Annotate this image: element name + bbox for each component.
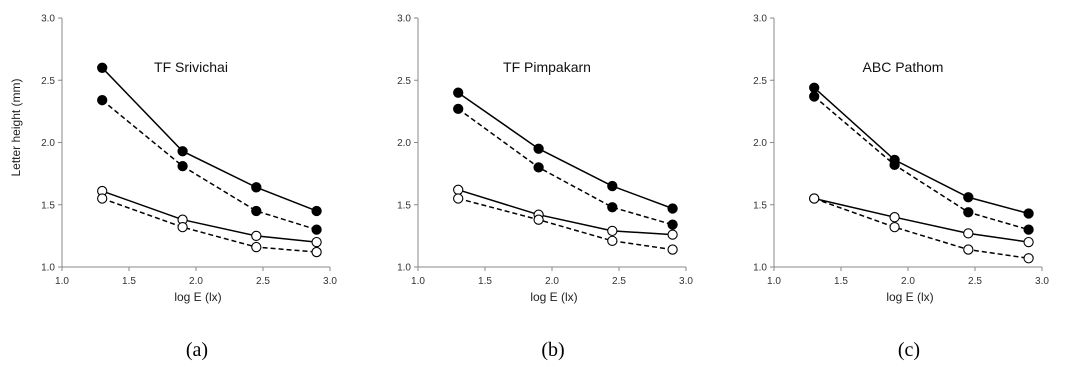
y-tick-label: 2.5 [397, 76, 411, 87]
x-tick-label: 2.0 [189, 276, 203, 287]
data-point-series-3 [667, 229, 678, 240]
data-point-series-4 [453, 193, 464, 204]
y-tick-label: 1.0 [397, 263, 411, 274]
chart-panel-b: 1.0 1.5 2.0 2.5 3.0 1.0 1.5 2.0 2.5 3.0 log E (lx)… [397, 14, 693, 362]
data-point-series-3 [607, 225, 618, 237]
data-point-series-4 [889, 222, 900, 233]
panel-title: ABC Pathom [863, 59, 944, 75]
x-tick-label: 2.0 [901, 276, 915, 287]
y-tick-label: 1.5 [41, 200, 55, 211]
y-tick-label: 3.0 [41, 14, 55, 25]
data-point-series-2 [607, 202, 618, 213]
data-point-series-4 [311, 246, 322, 258]
data-point-series-3 [251, 230, 262, 242]
x-tick-label: 2.5 [256, 276, 270, 287]
data-point-series-1 [533, 143, 544, 154]
data-point-series-4 [809, 193, 820, 204]
x-tick-label: 1.0 [411, 276, 425, 287]
data-point-series-1 [177, 146, 188, 157]
data-point-series-2 [809, 91, 820, 102]
x-tick-label: 2.0 [545, 276, 559, 287]
series-line-2 [101, 99, 317, 231]
x-tick-label: 1.5 [478, 276, 492, 287]
x-axis-label: log E (lx) [174, 290, 221, 304]
x-tick-label: 3.0 [323, 276, 337, 287]
data-point-series-2 [453, 103, 464, 115]
data-point-series-2 [533, 162, 544, 173]
series-line-1 [457, 92, 673, 210]
x-axis-label: log E (lx) [886, 290, 933, 304]
data-point-series-4 [251, 241, 262, 253]
chart-panel-c: 1.0 1.5 2.0 2.5 3.0 1.0 1.5 2.0 2.5 3.0 log E (lx)… [753, 14, 1049, 362]
y-tick-label: 1.0 [753, 263, 767, 274]
data-point-series-1 [311, 205, 322, 217]
data-point-series-3 [1023, 236, 1034, 248]
data-point-series-2 [177, 161, 188, 172]
y-tick-label: 3.0 [753, 14, 767, 25]
series-line-2 [457, 108, 673, 226]
panel-title: TF Pimpakarn [503, 59, 591, 75]
series-line-4 [458, 197, 673, 251]
series-line-1 [813, 87, 1029, 215]
data-point-series-4 [177, 222, 188, 233]
x-tick-label: 3.0 [679, 276, 693, 287]
data-point-series-1 [667, 203, 678, 214]
series-line-3 [101, 190, 317, 243]
x-tick-label: 1.0 [55, 276, 69, 287]
data-point-series-4 [1023, 253, 1034, 264]
x-tick-label: 2.5 [612, 276, 626, 287]
x-tick-label: 2.5 [968, 276, 982, 287]
data-point-series-2 [889, 159, 900, 171]
data-point-series-1 [963, 192, 974, 203]
data-point-series-4 [963, 244, 974, 255]
series-line-2 [813, 95, 1029, 231]
data-point-series-3 [889, 212, 900, 223]
chart-panel-a: 1.0 1.5 2.0 2.5 3.0 1.0 1.5 2.0 2.5 3.0 log E (lx)… [9, 14, 337, 362]
data-point-series-2 [97, 95, 108, 106]
x-tick-label: 1.5 [834, 276, 848, 287]
series-line-1 [101, 67, 317, 212]
data-point-series-2 [251, 205, 262, 217]
x-tick-label: 3.0 [1035, 276, 1049, 287]
x-tick-label: 1.0 [767, 276, 781, 287]
data-point-series-2 [963, 207, 974, 218]
y-tick-label: 1.5 [397, 200, 411, 211]
data-point-series-1 [453, 87, 464, 98]
x-axis-label: log E (lx) [530, 290, 577, 304]
data-point-series-4 [97, 193, 108, 204]
data-point-series-3 [453, 184, 464, 195]
panel-caption: (b) [541, 339, 564, 361]
data-point-series-1 [1023, 208, 1034, 219]
x-tick-label: 1.5 [122, 276, 136, 287]
panel-caption: (c) [898, 339, 920, 361]
panel-title: TF Srivichai [154, 59, 228, 75]
data-point-series-4 [533, 214, 544, 225]
y-tick-label: 1.5 [753, 200, 767, 211]
data-point-series-1 [607, 180, 618, 192]
data-point-series-1 [809, 82, 820, 93]
series-line-3 [457, 189, 673, 236]
data-point-series-2 [311, 224, 322, 235]
y-tick-label: 2.5 [41, 76, 55, 87]
y-tick-label: 2.5 [753, 76, 767, 87]
y-axis-label: Letter height (mm) [9, 78, 23, 176]
data-point-series-1 [97, 62, 108, 73]
data-point-series-2 [1023, 224, 1034, 235]
panel-caption: (a) [186, 339, 208, 361]
data-point-series-1 [251, 182, 262, 193]
y-tick-label: 3.0 [397, 14, 411, 25]
data-point-series-2 [667, 219, 678, 230]
y-tick-label: 1.0 [41, 263, 55, 274]
series-line-4 [101, 197, 317, 253]
y-tick-label: 2.0 [41, 138, 55, 149]
y-tick-label: 2.0 [753, 138, 767, 149]
data-point-series-3 [311, 236, 322, 248]
data-point-series-3 [963, 228, 974, 239]
data-point-series-4 [607, 235, 618, 247]
series-line-4 [813, 197, 1029, 260]
y-tick-label: 2.0 [397, 138, 411, 149]
series-line-3 [814, 197, 1029, 243]
data-point-series-4 [667, 244, 678, 255]
